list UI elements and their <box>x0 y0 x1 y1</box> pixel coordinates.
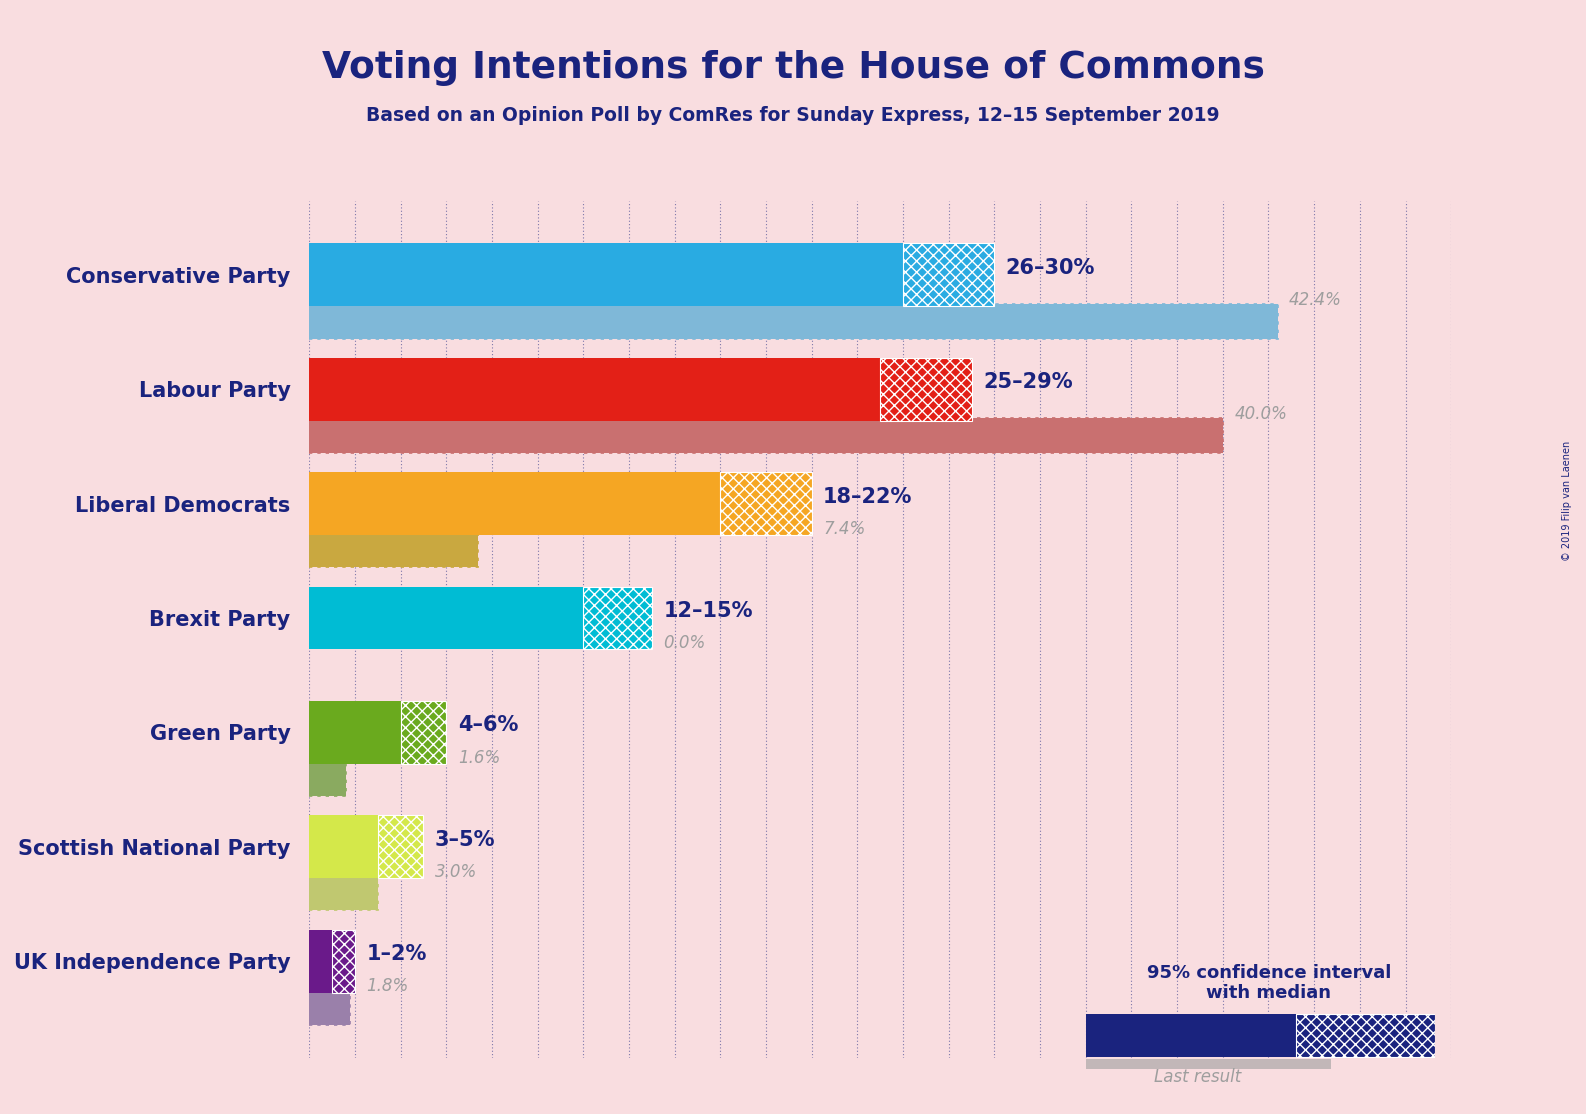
Bar <box>880 358 972 421</box>
Text: 7.4%: 7.4% <box>823 520 866 538</box>
Bar <box>720 472 812 535</box>
Bar <box>584 586 652 649</box>
Bar <box>309 762 346 797</box>
Bar <box>309 990 351 1025</box>
Text: Last result: Last result <box>1153 1068 1242 1086</box>
Bar <box>309 990 351 1025</box>
Text: 18–22%: 18–22% <box>823 487 912 507</box>
Text: 1–2%: 1–2% <box>366 945 427 965</box>
Text: 40.0%: 40.0% <box>1234 405 1288 423</box>
Bar <box>1086 1014 1296 1057</box>
Bar <box>309 358 880 421</box>
Bar <box>309 304 1278 339</box>
Bar <box>309 532 479 567</box>
Text: 95% confidence interval
with median: 95% confidence interval with median <box>1147 964 1391 1003</box>
Bar <box>309 419 1223 453</box>
Text: 26–30%: 26–30% <box>1006 258 1096 278</box>
Bar <box>309 876 377 910</box>
Bar <box>309 876 377 910</box>
Text: 4–6%: 4–6% <box>458 715 519 735</box>
Text: 3.0%: 3.0% <box>435 863 477 881</box>
Bar <box>309 419 1223 453</box>
Bar <box>377 815 423 878</box>
Text: 12–15%: 12–15% <box>663 602 753 622</box>
Bar <box>309 304 1278 339</box>
Bar <box>309 762 346 797</box>
Text: 25–29%: 25–29% <box>983 372 1072 392</box>
Bar <box>309 929 331 993</box>
Bar <box>309 586 584 649</box>
Text: 0.0%: 0.0% <box>663 634 706 652</box>
Text: Based on an Opinion Poll by ComRes for Sunday Express, 12–15 September 2019: Based on an Opinion Poll by ComRes for S… <box>366 106 1220 125</box>
Bar <box>331 929 355 993</box>
Bar <box>1296 1014 1435 1057</box>
Text: 3–5%: 3–5% <box>435 830 495 850</box>
Bar <box>309 472 720 535</box>
Text: © 2019 Filip van Laenen: © 2019 Filip van Laenen <box>1562 441 1572 561</box>
Bar <box>309 701 401 764</box>
Bar <box>309 815 377 878</box>
Text: 42.4%: 42.4% <box>1289 291 1342 309</box>
Text: 1.6%: 1.6% <box>458 749 500 766</box>
Bar <box>902 243 994 306</box>
Text: 1.8%: 1.8% <box>366 977 409 995</box>
Bar <box>1086 1058 1331 1086</box>
Bar <box>309 532 479 567</box>
Bar <box>309 243 902 306</box>
Bar <box>401 701 446 764</box>
Text: Voting Intentions for the House of Commons: Voting Intentions for the House of Commo… <box>322 50 1264 86</box>
